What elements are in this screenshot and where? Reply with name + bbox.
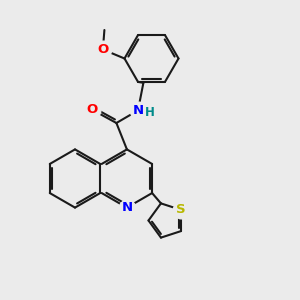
Text: S: S <box>176 203 186 216</box>
Text: N: N <box>132 104 144 117</box>
Text: N: N <box>121 201 133 214</box>
Text: H: H <box>145 106 154 119</box>
Text: O: O <box>97 43 109 56</box>
Text: O: O <box>86 103 98 116</box>
